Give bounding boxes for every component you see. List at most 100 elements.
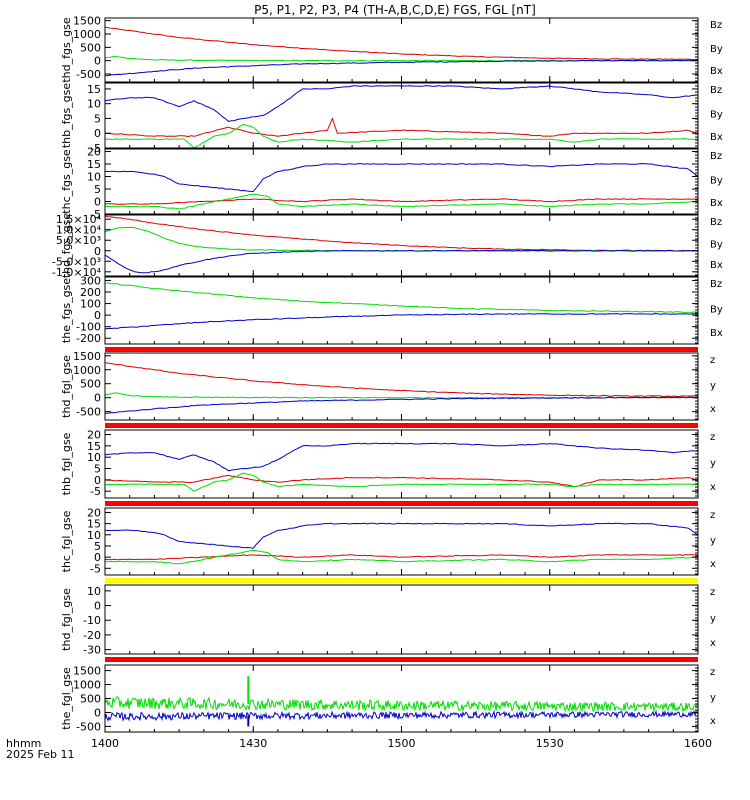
y-tick-label: -30 xyxy=(83,644,101,657)
series-Bz-line xyxy=(105,26,698,61)
series-Bz-line xyxy=(105,215,698,252)
panel-ylabel: thd_fgs_gse xyxy=(60,213,73,279)
series-y-line xyxy=(105,549,698,565)
legend-item: z xyxy=(710,667,715,678)
y-tick-label: 500 xyxy=(80,41,101,54)
series-Bx-line xyxy=(105,249,698,274)
series-y-line xyxy=(105,695,698,713)
y-tick-label: 5 xyxy=(94,540,101,553)
time-axis: 1400 1430 1500 1530 1600 xyxy=(91,737,712,750)
panel-ylabel: thc_fgs_gse xyxy=(60,149,73,214)
y-tick-label: 0 xyxy=(94,245,101,258)
panel-frame xyxy=(104,664,699,733)
panel-ylabel: thc_fgl_gse xyxy=(60,510,73,572)
series-By-line xyxy=(105,282,698,313)
status-bar xyxy=(105,657,698,662)
y-tick-label: 200 xyxy=(80,286,101,299)
y-tick-label: 1500 xyxy=(73,15,101,28)
series-Bz-line xyxy=(105,198,698,205)
legend-item: Bx xyxy=(710,260,723,271)
panel-ylabel: the_fgl_gse xyxy=(60,667,73,730)
y-tick-label: -500 xyxy=(76,68,101,81)
y-tick-label: 1000 xyxy=(73,364,101,377)
y-tick-label: 1500 xyxy=(73,665,101,678)
panel-thd_fgl_gse-8: 10 0-10 -20 -30 thd_fgl_gse z y x xyxy=(60,584,716,662)
series-Bx-line xyxy=(105,313,698,330)
status-bar xyxy=(105,501,698,506)
legend-item: Bx xyxy=(710,198,723,209)
x-tick-label: 1430 xyxy=(239,737,267,750)
series-Bx-line xyxy=(105,59,698,77)
legend-item: Bz xyxy=(710,217,722,228)
legend-item: x xyxy=(710,559,716,570)
series-By-line xyxy=(105,226,698,252)
panel-ylabel: thb_fgl_gse xyxy=(60,432,73,495)
y-tick-label: 20 xyxy=(87,146,101,159)
legend-item: x xyxy=(710,404,716,415)
y-tick-label: 10 xyxy=(87,171,101,184)
y-tick-label: 20 xyxy=(87,429,101,442)
series-z-line xyxy=(105,474,698,488)
y-tick-label: 5 xyxy=(94,183,101,196)
y-tick-label: 0 xyxy=(94,551,101,564)
legend-item: z xyxy=(710,510,715,521)
y-tick-label: 10 xyxy=(87,585,101,598)
status-bar xyxy=(105,578,698,583)
legend-item: Bz xyxy=(710,151,722,162)
y-tick-label: -10 xyxy=(83,614,101,627)
series-z-line xyxy=(105,554,698,561)
y-tick-label: -5 xyxy=(90,208,101,221)
y-tick-label: 0 xyxy=(94,474,101,487)
y-tick-label: 0 xyxy=(94,127,101,140)
panel-ylabel: thb_fgs_gse xyxy=(60,83,73,149)
y-tick-label: 5 xyxy=(94,112,101,125)
y-tick-label: -5 xyxy=(90,485,101,498)
y-tick-label: 10 xyxy=(87,451,101,464)
y-tick-label: 1.5×10⁴ xyxy=(56,213,102,226)
y-tick-label: -20 xyxy=(83,629,101,642)
x-tick-label: 1500 xyxy=(388,737,416,750)
y-tick-label: 20 xyxy=(87,506,101,519)
y-tick-label: 1000 xyxy=(73,28,101,41)
y-tick-label: 10 xyxy=(87,98,101,111)
series-x-line xyxy=(105,396,698,414)
figure-title: P5, P1, P2, P3, P4 (TH-A,B,C,D,E) FGS, F… xyxy=(254,3,536,17)
y-tick-label: 10 xyxy=(87,529,101,542)
y-tick-label: 15 xyxy=(87,518,101,531)
y-tick-label: -5.0×10³ xyxy=(52,255,101,268)
legend-item: y xyxy=(710,693,716,704)
legend-item: y xyxy=(710,458,716,469)
legend-item: By xyxy=(710,110,723,121)
y-tick-label: 100 xyxy=(80,298,101,311)
legend-item: By xyxy=(710,44,723,55)
panel-frame xyxy=(104,352,699,421)
series-x-line xyxy=(105,709,698,722)
panel-frame xyxy=(104,584,699,655)
y-tick-label: -200 xyxy=(76,332,101,345)
y-tick-label: 0 xyxy=(94,196,101,209)
series-z-line xyxy=(105,362,698,398)
y-tick-label: 500 xyxy=(80,378,101,391)
legend-item: y xyxy=(710,614,716,625)
legend-item: x xyxy=(710,716,716,727)
series-Bx-line xyxy=(105,85,698,122)
y-tick-label: 5.0×10³ xyxy=(56,234,101,247)
y-tick-label: 0 xyxy=(94,706,101,719)
y-tick-label: 0 xyxy=(94,55,101,68)
y-tick-label: -1.0×10⁴ xyxy=(52,266,102,279)
status-bar xyxy=(105,347,698,352)
x-tick-label: 1600 xyxy=(684,737,712,750)
y-tick-label: -100 xyxy=(76,321,101,334)
series-By-line xyxy=(105,193,698,210)
y-tick-label: 15 xyxy=(87,83,101,96)
legend-item: Bx xyxy=(710,132,723,143)
y-tick-label: -500 xyxy=(76,720,101,733)
panel-frame xyxy=(104,17,699,83)
legend-item: Bz xyxy=(710,279,722,290)
